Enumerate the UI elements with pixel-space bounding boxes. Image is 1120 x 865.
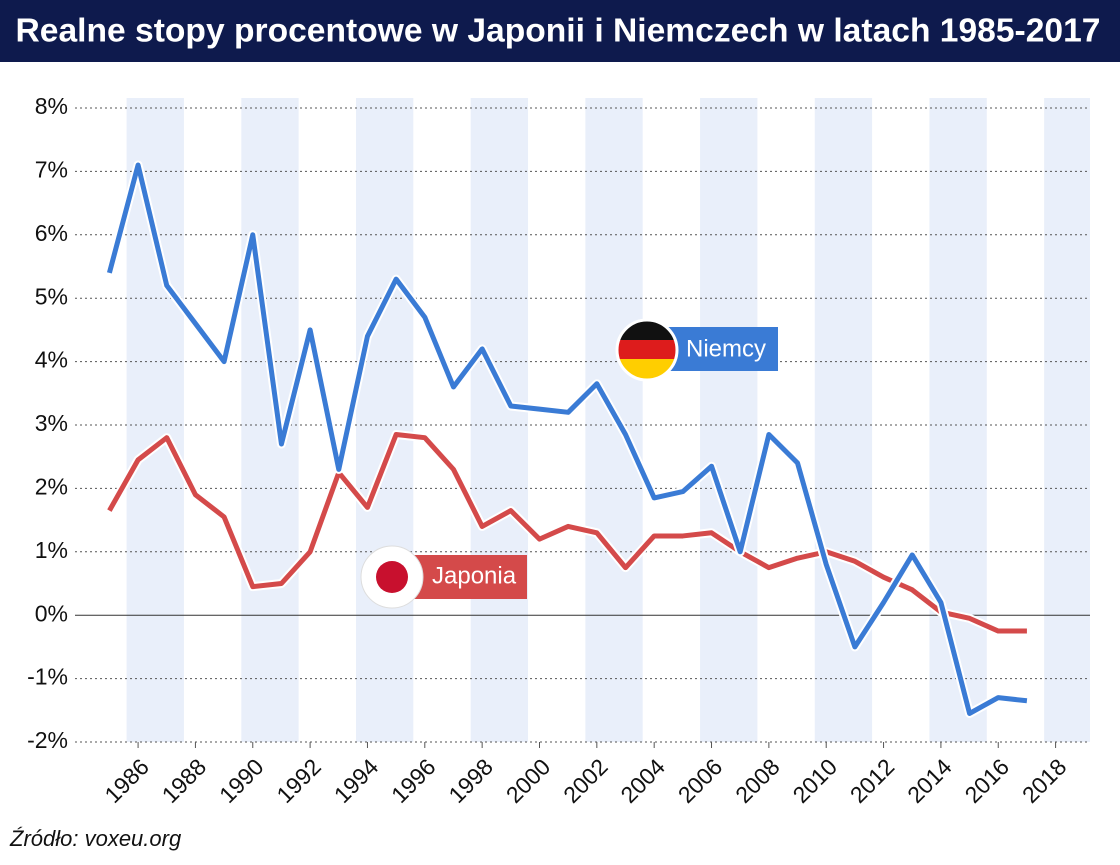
flag-japan-dot: [376, 561, 408, 593]
legend-box: [405, 555, 527, 599]
y-tick-label: 1%: [35, 537, 68, 563]
stripe: [470, 98, 529, 742]
stripe: [929, 98, 987, 742]
y-tick-label: -1%: [27, 664, 68, 690]
chart-title: Realne stopy procentowe w Japonii i Niem…: [16, 12, 1101, 49]
lines: [105, 160, 1028, 718]
stripes: [126, 98, 1090, 742]
series-line: [107, 432, 1027, 634]
y-tick-label: -2%: [27, 727, 68, 753]
y-tick-label: 7%: [35, 156, 68, 182]
flag-germany: [618, 321, 676, 379]
stripe: [700, 98, 758, 742]
y-tick-label: 4%: [35, 347, 68, 373]
source: Źródło: voxeu.org: [9, 826, 182, 851]
y-tick-label: 0%: [35, 600, 68, 626]
grid: [75, 107, 1090, 748]
y-tick-label: 3%: [35, 410, 68, 436]
legend-label: Niemcy: [686, 335, 766, 362]
series-line: [106, 162, 1028, 716]
title-bar: [0, 0, 1120, 62]
labels: Niemcy Japonia: [360, 318, 778, 609]
legend-box: [660, 327, 778, 371]
y-tick-label: 2%: [35, 473, 68, 499]
y-tick-label: 5%: [35, 283, 68, 309]
stripe: [814, 98, 873, 742]
stripe: [1044, 98, 1090, 742]
stripe: [126, 98, 184, 742]
y-tick-label: 6%: [35, 220, 68, 246]
legend-label: Japonia: [432, 562, 517, 589]
stripe: [355, 98, 414, 742]
y-tick-label: 8%: [35, 93, 68, 119]
